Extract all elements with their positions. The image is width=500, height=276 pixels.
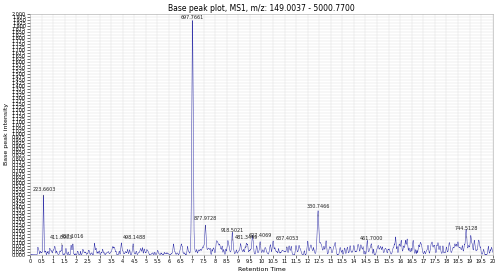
- Text: 498.1488: 498.1488: [122, 235, 146, 247]
- Y-axis label: Base peak intensity: Base peak intensity: [4, 103, 9, 166]
- Text: 627.4069: 627.4069: [248, 233, 272, 245]
- Text: 461.7000: 461.7000: [360, 236, 383, 248]
- Text: 481.3449: 481.3449: [235, 235, 258, 247]
- Text: 223.6603: 223.6603: [32, 187, 56, 197]
- Text: 744.5128: 744.5128: [454, 226, 478, 238]
- Text: 411.0903: 411.0903: [50, 235, 73, 246]
- Text: 330.7466: 330.7466: [306, 204, 330, 216]
- Text: 637.4053: 637.4053: [275, 236, 298, 248]
- Text: 918.5021: 918.5021: [221, 228, 244, 240]
- Title: Base peak plot, MS1, m/z: 149.0037 - 5000.7700: Base peak plot, MS1, m/z: 149.0037 - 500…: [168, 4, 355, 13]
- Text: 877.9728: 877.9728: [194, 216, 217, 228]
- Text: 697.7661: 697.7661: [181, 15, 204, 23]
- X-axis label: Retention Time: Retention Time: [238, 267, 286, 272]
- Text: 437.1016: 437.1016: [61, 233, 84, 245]
